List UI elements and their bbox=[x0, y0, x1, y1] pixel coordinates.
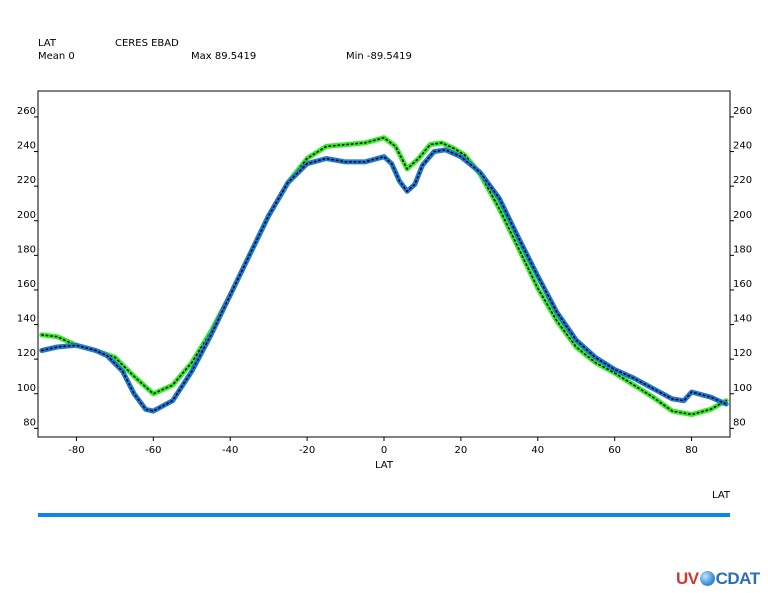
y-tick-label-left-120: 120 bbox=[17, 348, 36, 359]
header-mean: Mean 0 bbox=[38, 51, 75, 62]
y-tick-label-right-220: 220 bbox=[733, 175, 752, 186]
x-tick-label-60: 60 bbox=[608, 445, 621, 456]
y-tick-label-right-100: 100 bbox=[733, 383, 752, 394]
x-tick-label-20: 20 bbox=[455, 445, 468, 456]
header-dataset-name: CERES EBAD bbox=[115, 38, 179, 49]
x-tick-label-40: 40 bbox=[531, 445, 544, 456]
y-tick-label-left-260: 260 bbox=[17, 106, 36, 117]
y-tick-label-right-140: 140 bbox=[733, 314, 752, 325]
y-tick-label-right-260: 260 bbox=[733, 106, 752, 117]
x-tick-label--80: -80 bbox=[68, 445, 84, 456]
series-dots-1 bbox=[41, 136, 727, 416]
legend-axis-label: LAT bbox=[712, 490, 731, 501]
y-axis-right: 80 100 120 140 160 180 200 220 240 260 bbox=[730, 106, 752, 429]
y-tick-label-left-180: 180 bbox=[17, 244, 36, 255]
y-tick-label-right-240: 240 bbox=[733, 141, 752, 152]
y-tick-label-right-120: 120 bbox=[733, 348, 752, 359]
header-lat-label: LAT bbox=[38, 38, 56, 49]
uvcdat-logo: UV CDAT bbox=[676, 569, 760, 589]
y-tick-label-left-200: 200 bbox=[17, 210, 36, 221]
x-tick-label--60: -60 bbox=[145, 445, 161, 456]
y-tick-label-left-100: 100 bbox=[17, 383, 36, 394]
series-dots-2 bbox=[41, 149, 727, 412]
y-tick-label-left-80: 80 bbox=[23, 417, 36, 428]
y-tick-label-left-140: 140 bbox=[17, 314, 36, 325]
x-axis-label: LAT bbox=[375, 460, 394, 471]
y-tick-label-right-180: 180 bbox=[733, 244, 752, 255]
x-tick-label--40: -40 bbox=[222, 445, 238, 456]
y-tick-label-left-160: 160 bbox=[17, 279, 36, 290]
x-tick-label-0: 0 bbox=[381, 445, 387, 456]
y-tick-label-right-200: 200 bbox=[733, 210, 752, 221]
series-group bbox=[39, 135, 729, 417]
y-tick-label-left-220: 220 bbox=[17, 175, 36, 186]
y-tick-label-right-160: 160 bbox=[733, 279, 752, 290]
header-max: Max 89.5419 bbox=[191, 51, 257, 62]
globe-icon bbox=[699, 571, 715, 586]
logo-text-uv: UV bbox=[676, 569, 699, 588]
header-min: Min -89.5419 bbox=[346, 51, 412, 62]
logo-text-cdat: CDAT bbox=[715, 569, 760, 588]
y-axis-left: 80 100 120 140 160 180 200 220 240 260 bbox=[17, 106, 38, 429]
x-tick-label-80: 80 bbox=[685, 445, 698, 456]
x-axis: -80 -60 -40 -20 0 20 40 60 80 bbox=[68, 437, 698, 456]
y-tick-label-right-80: 80 bbox=[733, 417, 746, 428]
series-line-2 bbox=[39, 147, 729, 414]
y-tick-label-left-240: 240 bbox=[17, 141, 36, 152]
legend-colorbar bbox=[38, 513, 730, 517]
x-tick-label--20: -20 bbox=[299, 445, 315, 456]
